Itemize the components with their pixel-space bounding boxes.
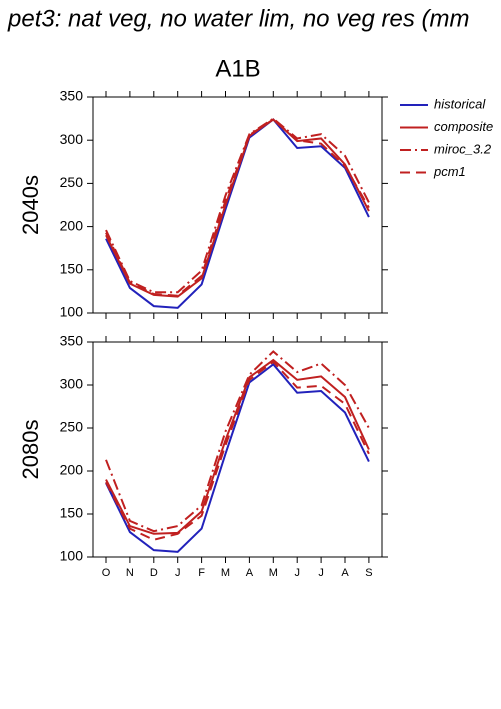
y-axis-label: 2080s	[18, 420, 43, 480]
data-line	[105, 118, 370, 297]
x-tick-label: S	[365, 567, 372, 579]
plot-frame	[92, 96, 383, 314]
x-tick-label: A	[341, 567, 349, 579]
page-title: pet3: nat veg, no water lim, no veg res …	[7, 5, 470, 32]
x-tick-label: M	[221, 567, 230, 579]
x-tick-label: J	[175, 567, 181, 579]
y-tick-label: 300	[60, 376, 84, 392]
y-tick-label: 250	[60, 174, 84, 190]
x-tick-label: N	[126, 567, 134, 579]
data-line	[105, 117, 370, 294]
y-tick-label: 200	[60, 217, 84, 233]
y-tick-label: 300	[60, 131, 84, 147]
x-tick-label: A	[246, 567, 254, 579]
y-tick-label: 350	[60, 333, 84, 349]
y-tick-label: 100	[60, 304, 84, 320]
y-tick-label: 350	[60, 88, 84, 104]
y-tick-label: 150	[60, 261, 84, 277]
x-tick-label: J	[294, 567, 300, 579]
x-tick-label: M	[269, 567, 278, 579]
x-tick-label: D	[150, 567, 158, 579]
legend-label: composite	[434, 119, 493, 134]
legend-label: miroc_3.2	[434, 141, 492, 156]
plot-frame	[92, 341, 383, 558]
y-tick-label: 200	[60, 462, 84, 478]
legend-label: pcm1	[433, 164, 466, 179]
x-tick-label: O	[102, 567, 111, 579]
x-tick-label: J	[318, 567, 324, 579]
data-line	[105, 118, 370, 298]
data-line	[105, 360, 370, 541]
data-line	[105, 350, 370, 533]
data-line	[105, 358, 370, 535]
legend-label: historical	[434, 96, 486, 111]
y-tick-label: 150	[60, 505, 84, 521]
y-tick-label: 250	[60, 419, 84, 435]
chart-title: A1B	[215, 55, 260, 82]
y-axis-label: 2040s	[18, 175, 43, 235]
x-tick-label: F	[198, 567, 205, 579]
y-tick-label: 100	[60, 548, 84, 564]
data-line	[105, 362, 370, 553]
